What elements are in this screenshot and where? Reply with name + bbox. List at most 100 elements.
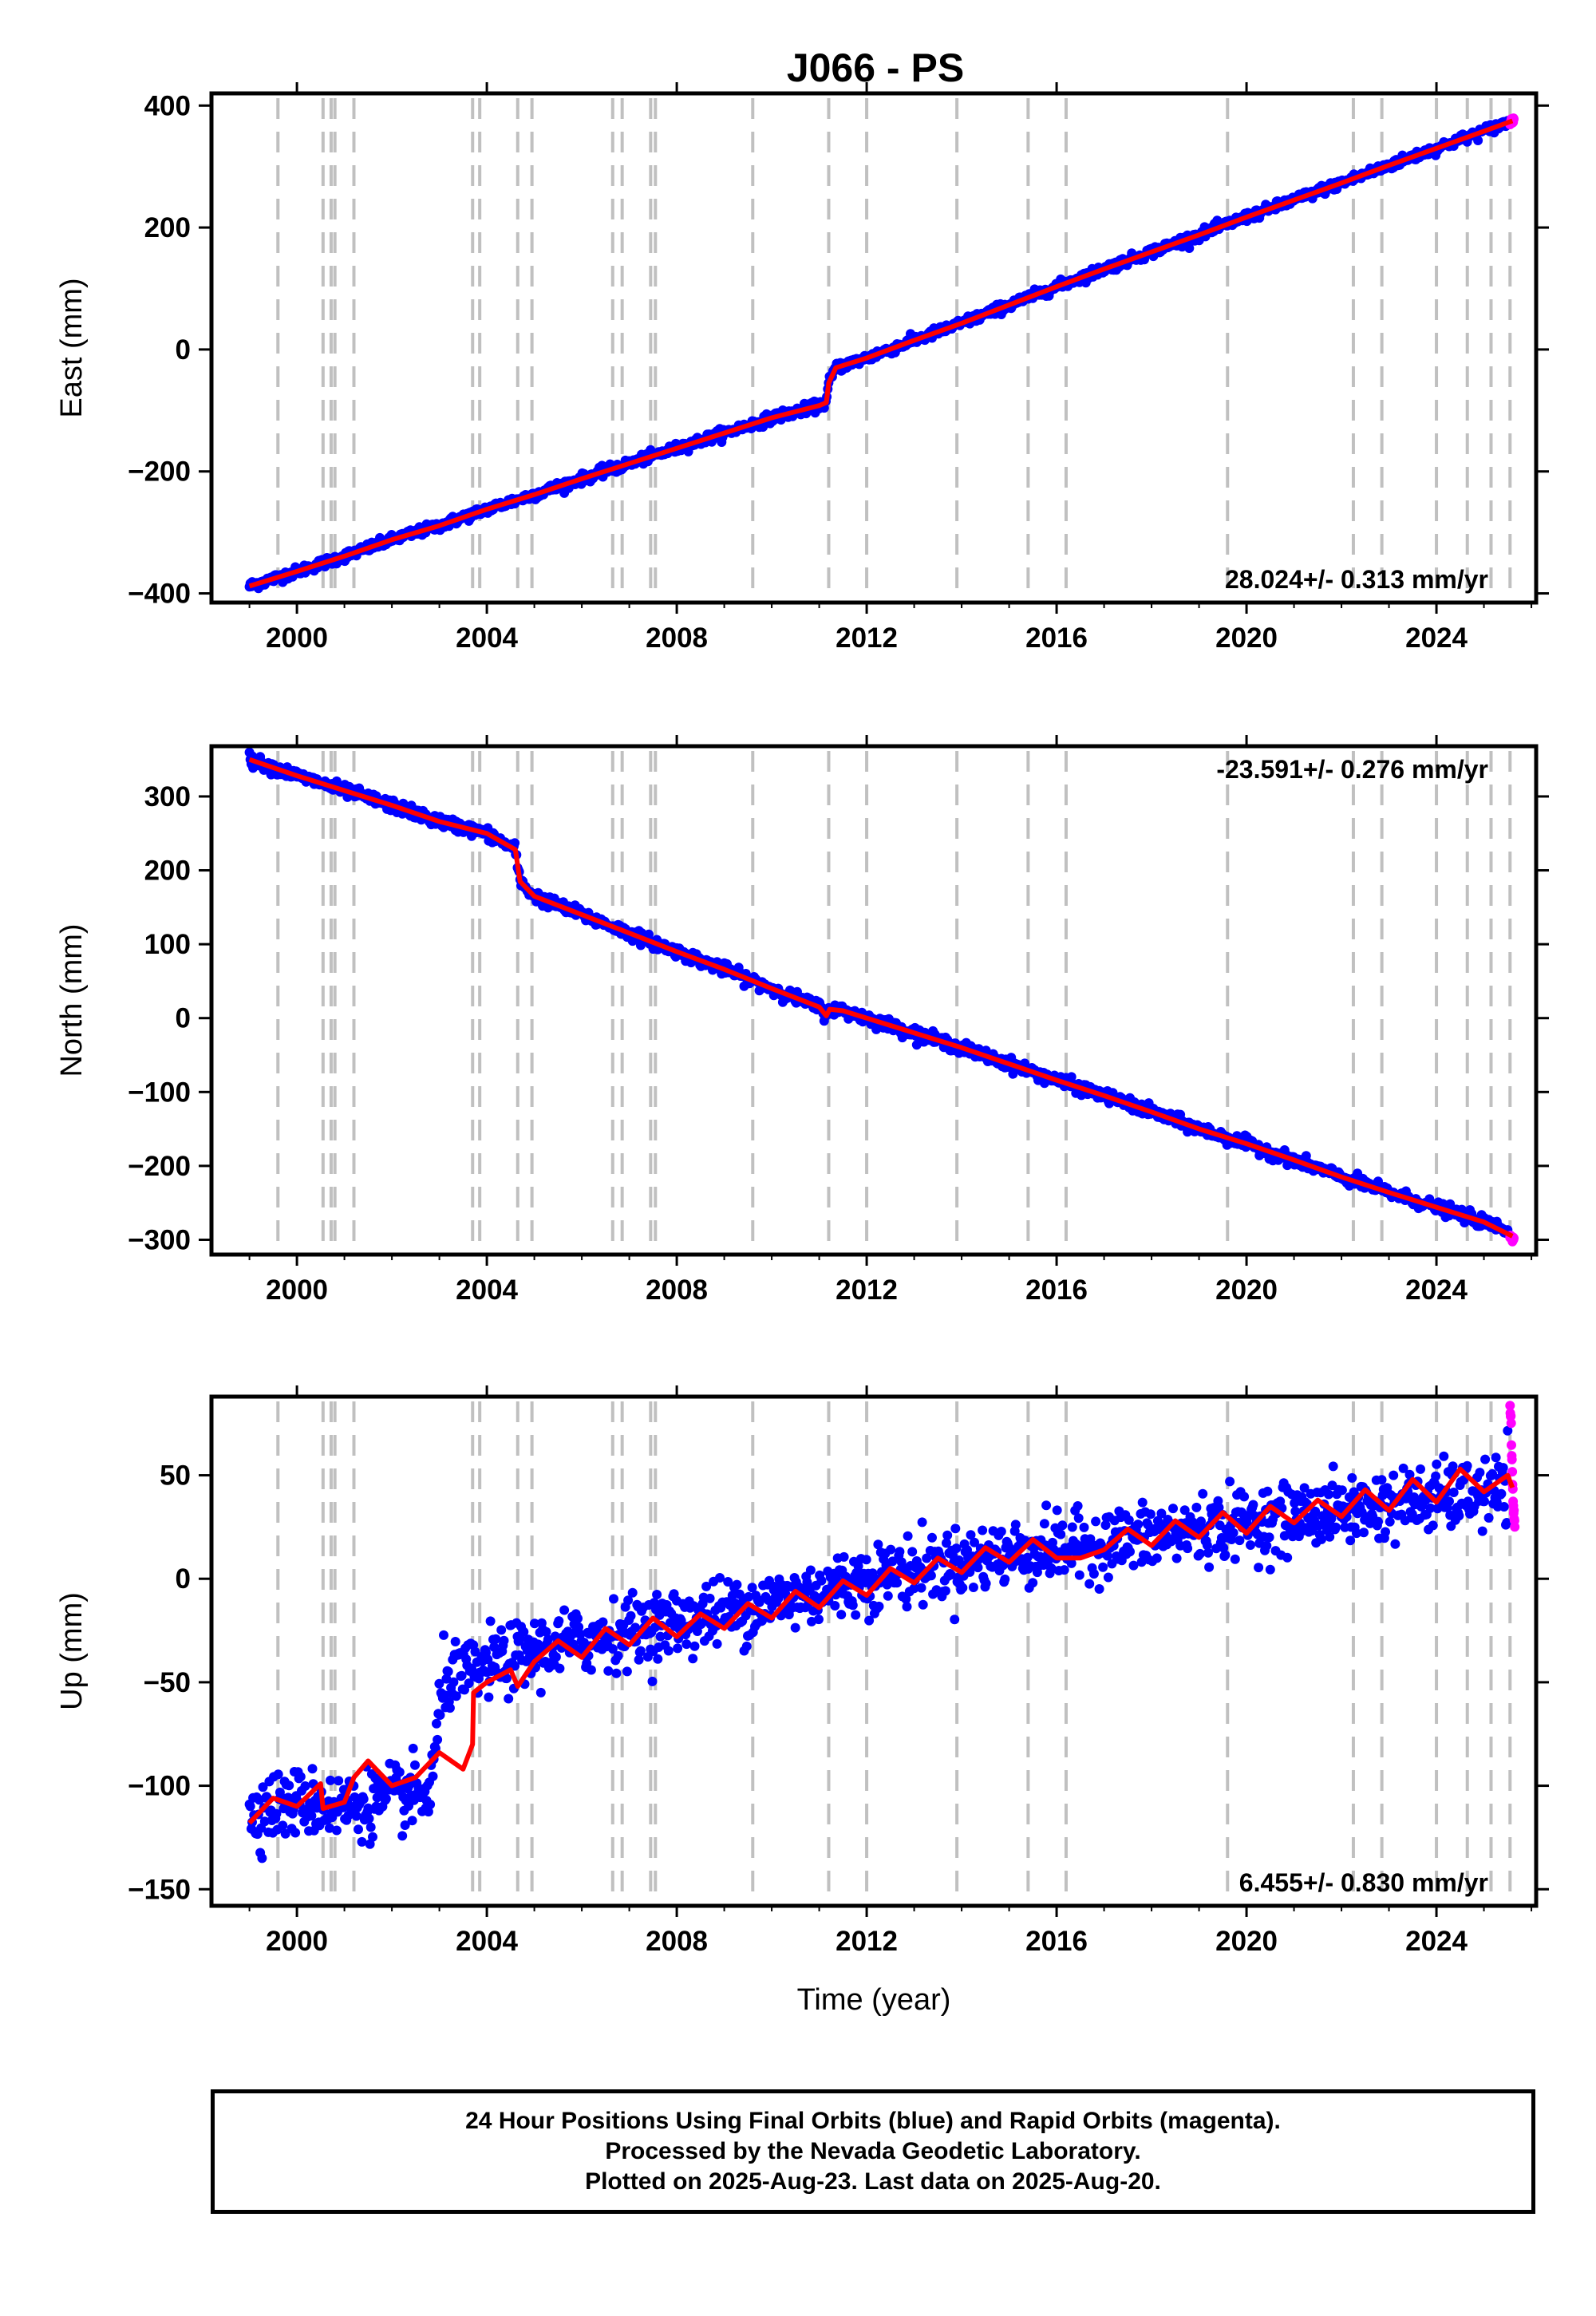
data-point <box>1431 1471 1441 1481</box>
data-point <box>365 1822 376 1832</box>
data-point <box>450 1637 460 1646</box>
data-point <box>922 1553 932 1563</box>
data-point <box>428 1771 438 1781</box>
data-point <box>747 1583 757 1593</box>
data-point <box>326 1775 335 1785</box>
data-point <box>627 1587 638 1598</box>
data-point <box>1505 1401 1515 1411</box>
data-point <box>1198 1488 1208 1499</box>
data-point <box>1074 1570 1084 1580</box>
data-point <box>1235 1535 1245 1546</box>
data-point <box>873 1539 883 1550</box>
data-point <box>839 1551 849 1562</box>
data-point <box>892 1578 903 1588</box>
data-point <box>1510 1522 1520 1532</box>
data-point <box>1506 1411 1516 1421</box>
data-point <box>909 1583 919 1594</box>
data-point <box>681 1639 692 1650</box>
data-point <box>1246 1540 1255 1550</box>
data-point <box>1179 1505 1190 1516</box>
data-point <box>1428 1520 1438 1531</box>
data-point <box>1507 1454 1517 1464</box>
data-point <box>1448 1461 1458 1472</box>
data-point <box>397 1831 408 1841</box>
data-point <box>836 1610 847 1620</box>
data-point <box>295 1772 306 1782</box>
data-point <box>814 1614 824 1625</box>
data-point <box>901 1594 911 1604</box>
data-point <box>1067 1522 1077 1532</box>
x-tick-label: 2004 <box>456 1275 518 1306</box>
data-point <box>968 1583 978 1592</box>
y-tick-label: −400 <box>128 579 191 610</box>
data-point <box>351 1811 361 1821</box>
x-tick-label: 2008 <box>646 622 708 654</box>
data-point <box>950 1524 961 1534</box>
data-point <box>1454 1511 1464 1521</box>
data-point <box>586 1665 596 1675</box>
footer-line-1: 24 Hour Positions Using Final Orbits (bl… <box>465 2108 1281 2134</box>
x-tick-label: 2020 <box>1215 1926 1278 1957</box>
data-point <box>1398 1463 1408 1473</box>
panel-north: 2000 2004 2008 2012 2016 2020 2024−300−200−100… <box>55 735 1549 1306</box>
y-tick-label: −200 <box>128 1151 191 1182</box>
data-point <box>1168 1504 1178 1514</box>
data-point <box>851 1610 861 1620</box>
data-point <box>895 1547 905 1557</box>
y-tick-label: −100 <box>128 1077 191 1108</box>
data-point <box>1128 1560 1139 1571</box>
panel-east: 2000 2004 2008 2012 2016 2020 2024 −400 −200 0 200… <box>55 82 1549 654</box>
data-point <box>501 1674 512 1684</box>
y-tick-label: 400 <box>144 90 191 121</box>
data-point <box>1183 1543 1193 1554</box>
event-lines <box>276 751 1512 1250</box>
x-tick-label: 2012 <box>836 622 898 654</box>
data-point <box>1439 1451 1449 1461</box>
data-point <box>1094 1584 1104 1594</box>
data-point <box>958 1583 968 1593</box>
data-point <box>1377 1475 1387 1485</box>
y-axis-label: East (mm) <box>55 278 89 417</box>
model-line <box>247 1466 1515 1825</box>
x-tick-label: 2020 <box>1215 622 1278 654</box>
data-point <box>598 1617 608 1627</box>
data-point <box>1046 1563 1057 1574</box>
data-point <box>504 1694 514 1704</box>
footer-line-2: Processed by the Nevada Geodetic Laborat… <box>605 2138 1141 2164</box>
y-tick-label: −50 <box>144 1667 191 1698</box>
data-point <box>1088 1569 1099 1579</box>
data-point <box>582 1658 592 1669</box>
data-point <box>732 1579 742 1590</box>
data-point <box>1202 1540 1212 1551</box>
data-point <box>861 1555 871 1565</box>
data-point <box>635 1646 646 1656</box>
data-point <box>425 1800 436 1809</box>
data-point <box>1098 1562 1108 1572</box>
data-point <box>529 1618 539 1629</box>
data-point <box>1473 136 1483 145</box>
data-point <box>1102 1551 1112 1561</box>
data-point <box>1345 1535 1356 1546</box>
data-point <box>1125 1547 1135 1557</box>
data-point <box>1352 1528 1361 1539</box>
data-point <box>1239 1492 1250 1502</box>
data-point <box>1290 1506 1301 1516</box>
data-point <box>630 1622 641 1633</box>
data-point <box>1324 1489 1333 1500</box>
data-point <box>334 1776 344 1786</box>
data-point <box>853 1561 863 1571</box>
data-point <box>1498 1463 1508 1473</box>
data-point <box>1264 1532 1274 1543</box>
data-point <box>574 1622 584 1632</box>
data-point <box>1133 1520 1144 1530</box>
x-tick-label: 2008 <box>646 1275 708 1306</box>
data-point <box>407 1816 417 1826</box>
x-tick-label: 2008 <box>646 1926 708 1957</box>
data-point <box>830 1601 840 1611</box>
y-tick-label: −300 <box>128 1224 191 1255</box>
y-tick-label: 200 <box>144 212 191 243</box>
data-point <box>1152 1553 1162 1563</box>
data-point <box>907 1547 918 1557</box>
data-point <box>290 1828 301 1838</box>
